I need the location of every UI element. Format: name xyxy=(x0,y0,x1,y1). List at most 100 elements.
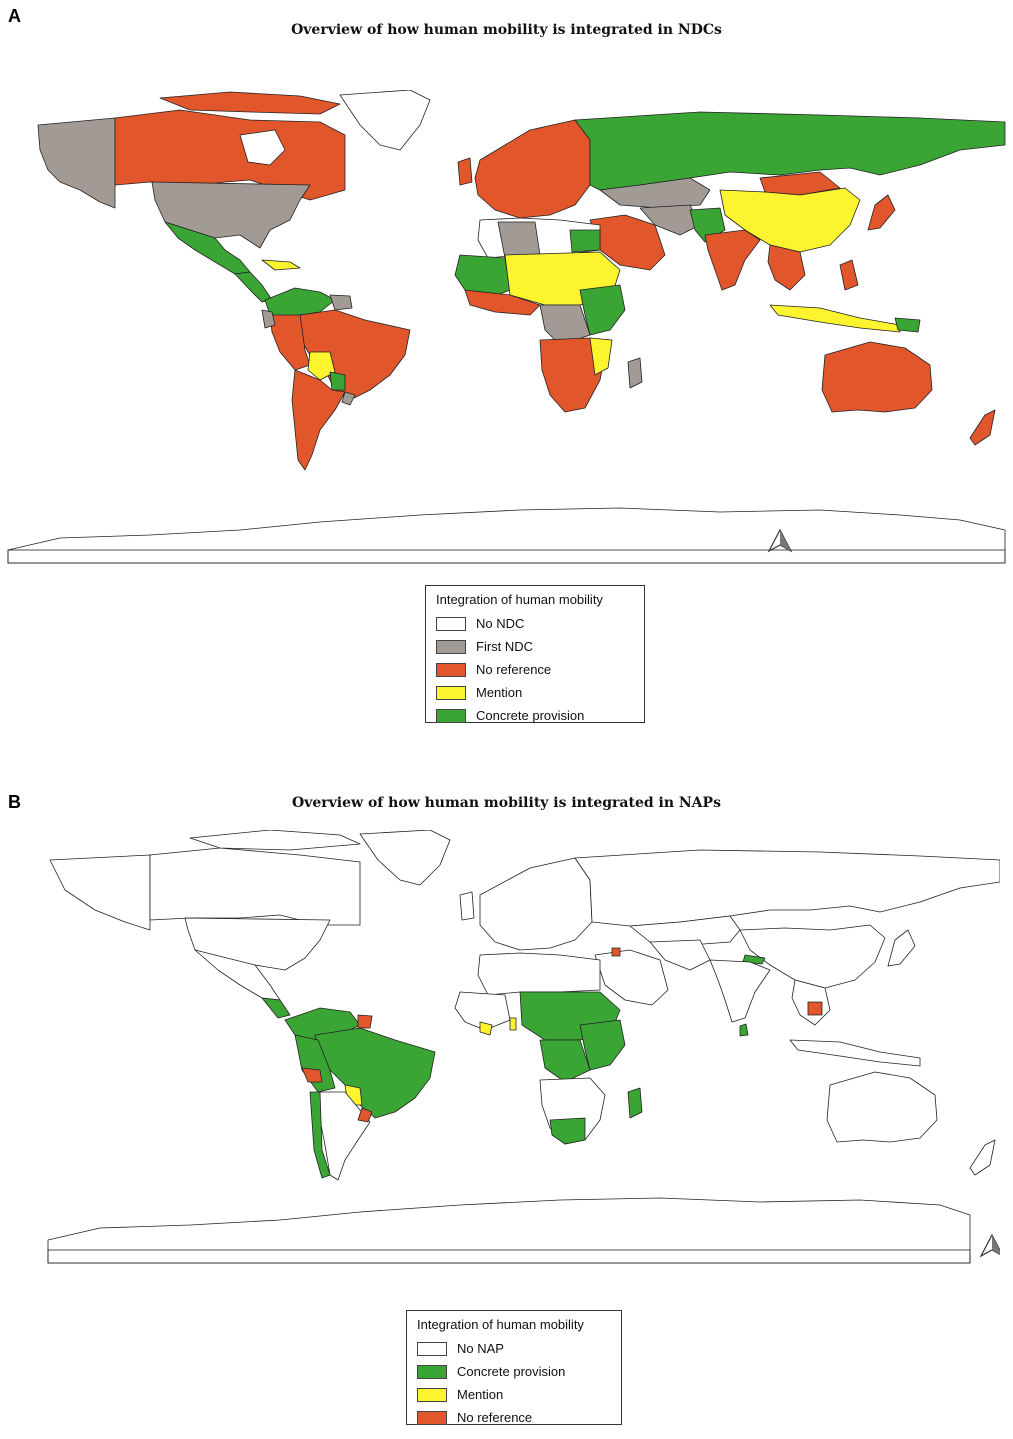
antarctica-region xyxy=(7,507,1006,564)
china-region xyxy=(719,187,861,253)
guyana-region xyxy=(357,1014,373,1029)
peru-region xyxy=(269,314,311,371)
panel-a-title: Overview of how human mobility is integr… xyxy=(291,22,722,38)
india-region xyxy=(709,959,771,1023)
panel-a-legend: Integration of human mobility No NDC Fir… xyxy=(425,585,645,723)
legend-label: No reference xyxy=(476,662,552,677)
legend-swatch xyxy=(417,1364,447,1379)
uk-region xyxy=(457,157,473,186)
indonesia-region xyxy=(789,1039,921,1067)
bolivia-region xyxy=(307,351,336,381)
peru-region xyxy=(294,1034,336,1093)
uruguay-region xyxy=(357,1107,373,1123)
southern-cone-region xyxy=(291,369,346,471)
legend-swatch xyxy=(436,616,466,631)
legend-label: No NAP xyxy=(457,1341,504,1356)
legend-item: No NDC xyxy=(436,612,634,635)
legend-swatch xyxy=(436,685,466,700)
png-region xyxy=(894,317,921,333)
alaska-region xyxy=(37,117,116,209)
new-zealand-region xyxy=(969,409,996,446)
legend-swatch xyxy=(436,708,466,723)
levant-region xyxy=(611,947,621,957)
north-africa-region xyxy=(477,952,601,996)
guyana-region xyxy=(329,294,353,311)
kazakhstan-region xyxy=(599,177,711,209)
southeast-asia-region xyxy=(767,244,806,291)
legend-swatch xyxy=(436,662,466,677)
australia-region xyxy=(821,341,933,413)
east-africa-region xyxy=(579,1019,626,1071)
new-zealand-region xyxy=(969,1139,996,1176)
legend-label: Concrete provision xyxy=(457,1364,566,1379)
togo-region xyxy=(509,1017,517,1031)
iran-region xyxy=(649,939,711,971)
legend-item: No reference xyxy=(417,1406,611,1429)
greenland-region xyxy=(359,830,451,886)
uk-region xyxy=(459,891,475,921)
legend-swatch xyxy=(417,1410,447,1425)
algeria-region xyxy=(497,221,541,259)
south-africa-region xyxy=(549,1117,586,1145)
legend-label: No reference xyxy=(457,1410,533,1425)
east-africa-region xyxy=(579,284,626,336)
legend-label: Mention xyxy=(476,685,523,700)
legend-label: First NDC xyxy=(476,639,534,654)
gulf-guinea-region xyxy=(464,289,541,316)
caribbean-region xyxy=(261,259,301,271)
usa-region xyxy=(184,917,331,971)
central-america-region xyxy=(234,271,273,303)
sri-lanka-region xyxy=(739,1023,749,1037)
panel-b-legend: Integration of human mobility No NAP Con… xyxy=(406,1310,622,1425)
hudson-bay xyxy=(239,129,286,166)
madagascar-region xyxy=(627,357,643,389)
legend-label: Concrete provision xyxy=(476,708,585,723)
china-region xyxy=(739,924,886,989)
cambodia-region xyxy=(807,1001,823,1016)
legend-label: Mention xyxy=(457,1387,504,1402)
central-africa-region xyxy=(539,1039,591,1083)
antarctica-region xyxy=(47,1197,971,1264)
legend-item: No reference xyxy=(436,658,634,681)
central-america-region xyxy=(261,997,291,1019)
russia-region xyxy=(574,849,1000,927)
southern-cone-region xyxy=(317,1091,371,1181)
alaska-region xyxy=(49,854,151,931)
legend-item: Concrete provision xyxy=(436,704,634,727)
legend-swatch xyxy=(417,1341,447,1356)
legend-item: Concrete provision xyxy=(417,1360,611,1383)
egypt-region xyxy=(569,229,601,253)
legend-item: No NAP xyxy=(417,1337,611,1360)
canada-region xyxy=(149,847,361,926)
panel-b-legend-title: Integration of human mobility xyxy=(417,1317,584,1332)
panel-b-letter: B xyxy=(8,792,21,812)
panel-a-legend-title: Integration of human mobility xyxy=(436,592,603,607)
australia-region xyxy=(826,1071,938,1143)
north-arrow-icon xyxy=(767,528,793,553)
indonesia-region xyxy=(769,304,901,333)
iran-region xyxy=(639,204,701,236)
japan-region xyxy=(867,194,896,231)
nap-world-map xyxy=(47,830,1000,1264)
legend-item: Mention xyxy=(417,1383,611,1406)
legend-swatch xyxy=(436,639,466,654)
greenland-region xyxy=(339,90,431,151)
panel-b-title: Overview of how human mobility is integr… xyxy=(292,795,721,811)
japan-region xyxy=(887,929,916,967)
ecuador-region xyxy=(261,309,276,329)
liberia-region xyxy=(479,1021,493,1036)
europe-region xyxy=(479,857,593,951)
mozambique-region xyxy=(589,337,613,376)
uruguay-region xyxy=(341,391,356,406)
middle-east-region xyxy=(589,214,666,271)
arctic-islands-region xyxy=(159,91,341,115)
legend-swatch xyxy=(417,1387,447,1402)
legend-item: Mention xyxy=(436,681,634,704)
philippines-region xyxy=(839,259,859,291)
middle-east-region xyxy=(594,949,669,1006)
legend-label: No NDC xyxy=(476,616,525,631)
north-arrow-icon xyxy=(979,1233,1000,1258)
chile-region xyxy=(309,1091,331,1179)
india-region xyxy=(704,229,761,291)
usa-region xyxy=(151,181,311,249)
